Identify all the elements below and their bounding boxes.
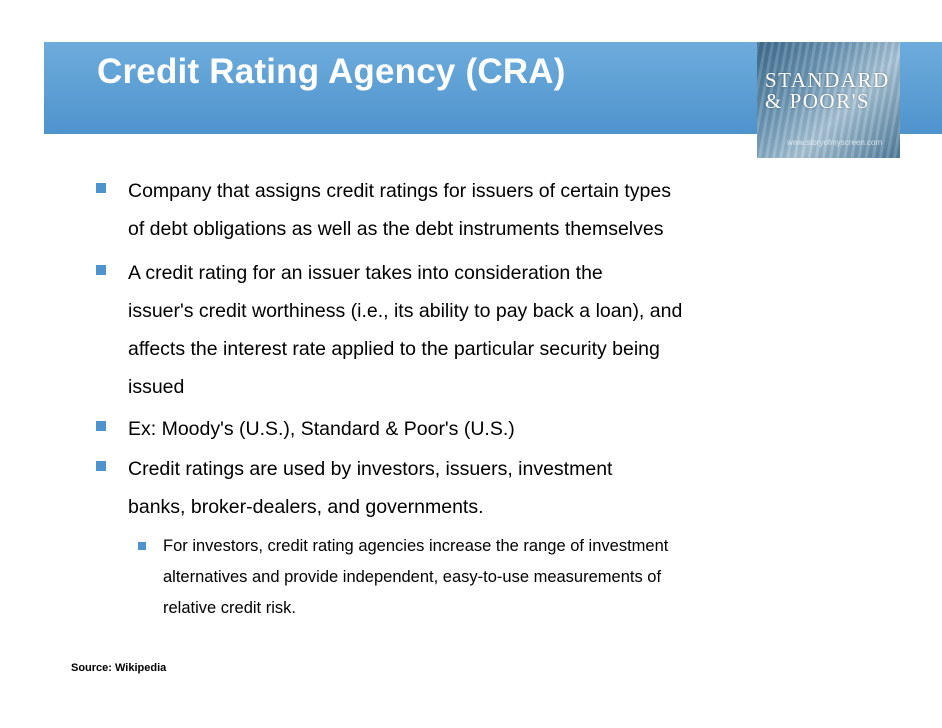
bullet-line: A credit rating for an issuer takes into… [128,262,603,284]
slide-title: Credit Rating Agency (CRA) [97,52,566,91]
sub-bullet-line: For investors, credit rating agencies in… [163,537,669,555]
bullet-line: Credit ratings are used by investors, is… [128,458,613,480]
standard-and-poors-logo: STANDARD & POOR'S www.storyofmyscreen.co… [757,42,900,158]
sub-bullet-line: alternatives and provide independent, ea… [163,568,662,586]
logo-wordmark: STANDARD & POOR'S [765,70,897,112]
bullet-line: affects the interest rate applied to the… [128,338,660,360]
bullet-line: of debt obligations as well as the debt … [128,218,664,240]
sub-bullet-line: relative credit risk. [163,599,296,617]
bullet-line: Company that assigns credit ratings for … [128,180,671,202]
bullet-square-icon [96,183,106,193]
bullet-item: Credit ratings are used by investors, is… [128,450,828,526]
logo-url: www.storyofmyscreen.com [787,138,883,147]
bullet-item: Company that assigns credit ratings for … [128,172,828,248]
bullet-line: issuer's credit worthiness (i.e., its ab… [128,300,683,322]
bullet-square-icon [96,461,106,471]
bullet-square-icon [96,265,106,275]
bullet-line: issued [128,376,185,398]
source-note: Source: Wikipedia [71,662,167,674]
logo-line-2: & POOR'S [765,89,871,113]
logo-texture [757,42,900,158]
bullet-line: banks, broker-dealers, and governments. [128,496,484,518]
bullet-item: Ex: Moody's (U.S.), Standard & Poor's (U… [128,410,828,448]
logo-line-1: STANDARD [765,68,890,92]
bullet-line: Ex: Moody's (U.S.), Standard & Poor's (U… [128,418,515,440]
sub-bullet-square-icon [138,542,146,550]
bullet-item: A credit rating for an issuer takes into… [128,254,828,406]
sub-bullet-item: For investors, credit rating agencies in… [163,531,843,624]
bullet-square-icon [96,421,106,431]
